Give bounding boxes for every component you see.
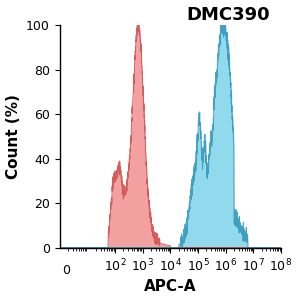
Text: 0: 0: [62, 264, 70, 277]
X-axis label: APC-A: APC-A: [144, 279, 197, 294]
Y-axis label: Count (%): Count (%): [6, 94, 21, 179]
Text: DMC390: DMC390: [186, 6, 270, 24]
